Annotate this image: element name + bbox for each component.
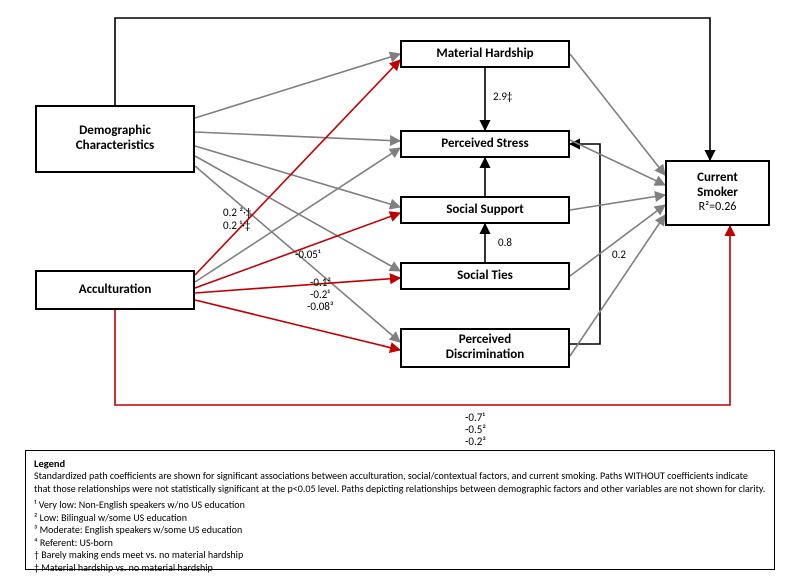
edge-pStress-smoker [570, 140, 665, 185]
node-label: Social Ties [457, 269, 513, 284]
legend-note: ‡ Material hardship vs. no material hard… [34, 562, 766, 575]
edge-coefficient-label: 2.9‡ [493, 90, 512, 103]
edge-accult-pDisc [195, 300, 400, 350]
edge-pDisc-smoker [570, 215, 665, 356]
edge-coefficient-label: 0.8 [498, 236, 512, 249]
edge-matHard-smoker [570, 54, 665, 175]
node-label: Acculturation [79, 283, 152, 298]
legend-body: Standardized path coefficients are shown… [34, 470, 766, 495]
edge-coefficient-label: 0.2 ²·‡ [223, 206, 251, 219]
edge-demo-pStress [195, 132, 400, 141]
legend-note: † Barely making ends meet vs. no materia… [34, 549, 766, 562]
edge-coefficient-label: 0.2 ¹·‡ [223, 219, 250, 232]
node-perceived-discrimination: PerceivedDiscrimination [400, 328, 570, 368]
node-material-hardship: Material Hardship [400, 40, 570, 68]
edge-coefficient-label: 0.2 [612, 248, 626, 261]
legend-notes: ¹ Very low: Non-English speakers w/no US… [34, 499, 766, 574]
node-social-support: Social Support [400, 196, 570, 224]
edge-coefficient-label: -0.08³ [307, 300, 334, 313]
edge-demo-socSup [195, 146, 400, 207]
node-label: DemographicCharacteristics [76, 124, 154, 154]
edge-accult-socTies [195, 278, 400, 293]
node-demographic-characteristics: DemographicCharacteristics [35, 105, 195, 173]
node-perceived-stress: Perceived Stress [400, 130, 570, 158]
node-current-smoker: CurrentSmoker R²=0.26 [665, 160, 770, 226]
node-label: CurrentSmoker R²=0.26 [697, 171, 738, 216]
node-label: Social Support [446, 203, 524, 218]
edge-accult-matHard [195, 60, 400, 275]
node-social-ties: Social Ties [400, 262, 570, 290]
node-title: CurrentSmoker [697, 170, 738, 200]
legend-note: ³ Moderate: English speakers w/some US e… [34, 524, 766, 537]
legend-note: ¹ Very low: Non-English speakers w/no US… [34, 499, 766, 512]
edge-socTies-smoker [570, 205, 665, 276]
node-acculturation: Acculturation [35, 270, 195, 310]
node-subtitle: R²=0.26 [699, 200, 737, 214]
edge-pDisc-pStress [570, 144, 600, 344]
edge-socSup-smoker [570, 195, 665, 210]
node-label: Perceived Stress [441, 137, 528, 152]
edge-coefficient-label: -0.05¹ [295, 248, 321, 261]
diagram-canvas: { "diagram": { "type": "flowchart", "can… [0, 0, 800, 580]
edge-demo-matHard [195, 54, 400, 118]
node-label: Material Hardship [436, 47, 533, 62]
node-label: PerceivedDiscrimination [446, 333, 524, 363]
edge-accult-smoker [115, 226, 730, 405]
legend-box: Legend Standardized path coefficients ar… [25, 450, 775, 570]
edge-coefficient-label: -0.2³ [465, 435, 486, 448]
